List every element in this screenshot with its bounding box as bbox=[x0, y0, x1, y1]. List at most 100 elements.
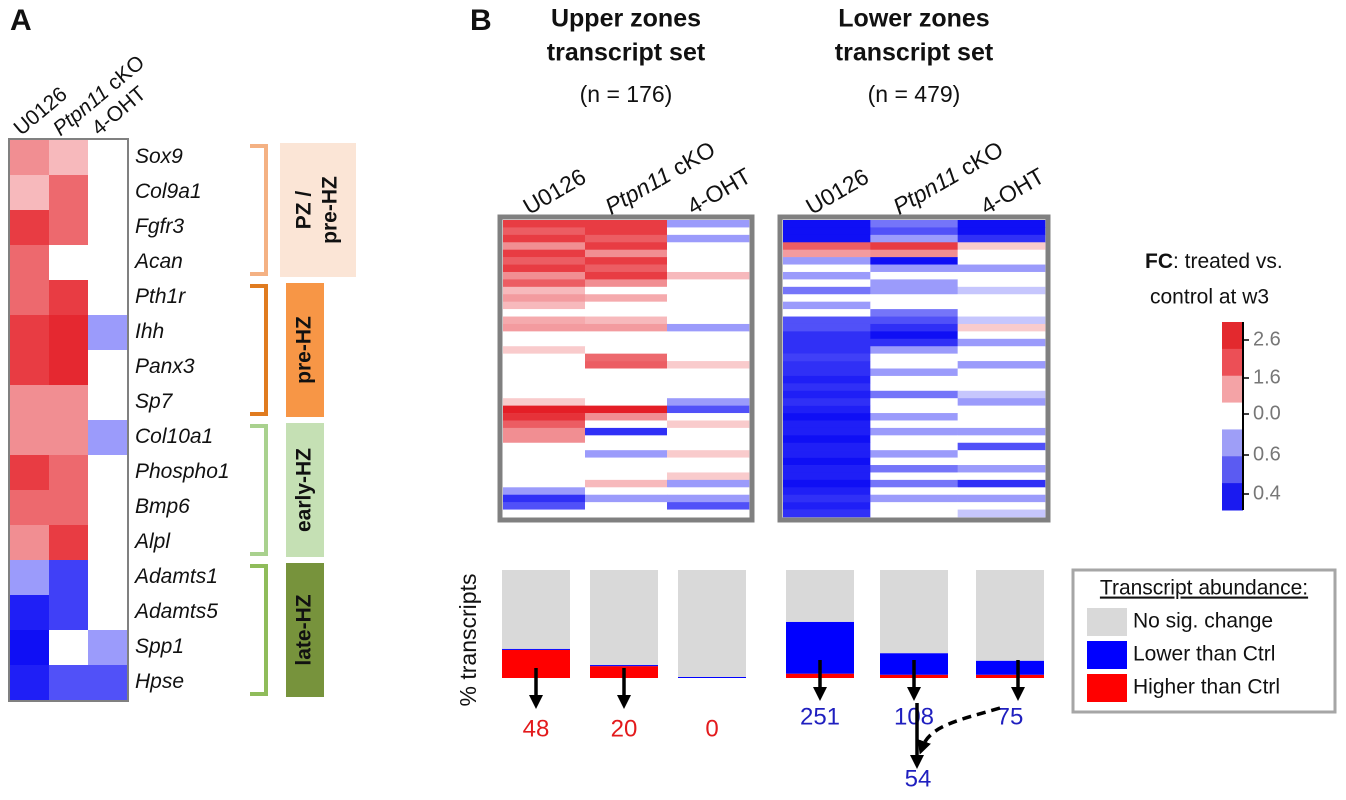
heatmap-cell bbox=[585, 435, 668, 444]
row-label: Acan bbox=[133, 250, 183, 273]
colorbar-title-bold: FC bbox=[1145, 250, 1173, 273]
heatmap-cell bbox=[870, 427, 958, 436]
heatmap-cell bbox=[783, 383, 871, 392]
heatmap-cell bbox=[667, 465, 750, 473]
heatmap-cell bbox=[783, 457, 871, 466]
heatmap-cell bbox=[503, 286, 586, 295]
heatmap-cell bbox=[870, 309, 958, 317]
heatmap-cell bbox=[783, 494, 871, 503]
heatmap-cell bbox=[49, 315, 89, 351]
heatmap-cell bbox=[88, 315, 128, 351]
group-label: pre-HZ bbox=[319, 176, 342, 244]
heatmap-cell bbox=[585, 249, 668, 258]
heatmap-cell bbox=[503, 271, 586, 280]
colorbar-step bbox=[1222, 456, 1243, 484]
panel-label: B bbox=[470, 4, 492, 37]
heatmap-cell bbox=[870, 353, 958, 362]
heatmap-cell bbox=[503, 487, 586, 496]
heatmap-cell bbox=[783, 413, 871, 421]
heatmap-cell bbox=[585, 234, 668, 243]
heatmap-cell bbox=[957, 405, 1046, 414]
row-label: Hpse bbox=[135, 670, 184, 693]
heatmap-cell bbox=[10, 630, 50, 666]
heatmap-cell bbox=[870, 361, 958, 369]
heatmap-cell bbox=[957, 502, 1046, 510]
heatmap-cell bbox=[503, 279, 586, 288]
heatmap-cell bbox=[585, 331, 668, 340]
heatmap-cell bbox=[503, 301, 586, 310]
heatmap-cell bbox=[88, 665, 128, 701]
heatmap-cell bbox=[783, 479, 871, 488]
heatmap-cell bbox=[783, 427, 871, 436]
heatmap-cell bbox=[585, 271, 668, 280]
heatmap-cell bbox=[667, 294, 750, 302]
heatmap-cell bbox=[503, 264, 586, 273]
legend-swatch bbox=[1087, 674, 1127, 702]
heatmap-cell bbox=[585, 279, 668, 288]
heatmap-cell bbox=[10, 665, 50, 701]
heatmap-cell bbox=[10, 245, 50, 281]
heatmap-cell bbox=[783, 257, 871, 265]
heatmap-cell bbox=[585, 346, 668, 354]
heatmap-cell bbox=[957, 338, 1046, 347]
heatmap-cell bbox=[88, 210, 128, 246]
heatmap-cell bbox=[870, 398, 958, 406]
panel-label: A bbox=[10, 4, 32, 37]
group-bracket bbox=[250, 564, 268, 696]
heatmap-cell bbox=[49, 490, 89, 526]
heatmap-cell bbox=[667, 479, 750, 488]
heatmap-cell bbox=[870, 405, 958, 414]
heatmap-cell bbox=[783, 220, 871, 228]
heatmap-cell bbox=[503, 502, 586, 510]
heatmap-cell bbox=[957, 249, 1046, 258]
heatmap-cell bbox=[585, 390, 668, 399]
heatmap-cell bbox=[88, 350, 128, 386]
heatmap-cell bbox=[503, 346, 586, 354]
heatmap-cell bbox=[667, 353, 750, 362]
heatmap-cell bbox=[957, 487, 1046, 496]
heatmap-cell bbox=[503, 435, 586, 444]
count-label: 48 bbox=[523, 715, 550, 742]
colorbar-title-line2: control at w3 bbox=[1150, 286, 1269, 309]
heatmap-cell bbox=[503, 494, 586, 503]
group-bracket bbox=[250, 144, 268, 276]
heatmap-frame bbox=[8, 138, 129, 702]
heatmap-cell bbox=[88, 420, 128, 456]
heatmap-cell bbox=[88, 280, 128, 316]
count-label: 108 bbox=[894, 703, 934, 730]
heatmap-cell bbox=[870, 294, 958, 302]
heatmap-cell bbox=[783, 309, 871, 317]
row-label: Bmp6 bbox=[135, 495, 190, 518]
heatmap-cell bbox=[667, 361, 750, 369]
group-box bbox=[286, 423, 324, 557]
row-label: Adamts5 bbox=[133, 600, 218, 623]
colorbar-step bbox=[1222, 322, 1243, 350]
bar-segment bbox=[502, 648, 570, 650]
heatmap-cell bbox=[585, 427, 668, 436]
heatmap-cell bbox=[667, 375, 750, 384]
heatmap-cell bbox=[870, 249, 958, 258]
heatmap-cell bbox=[957, 257, 1046, 265]
heatmap-cell bbox=[503, 234, 586, 243]
colorbar-step bbox=[1222, 375, 1243, 404]
heatmap-cell bbox=[10, 140, 50, 176]
heatmap-cell bbox=[957, 494, 1046, 503]
heatmap-cell bbox=[585, 257, 668, 265]
heatmap-cell bbox=[870, 494, 958, 503]
heatmap-cell bbox=[957, 286, 1046, 295]
row-label: Col9a1 bbox=[135, 180, 202, 203]
heatmap-cell bbox=[585, 383, 668, 392]
bar-segment bbox=[976, 674, 1044, 678]
bar-segment bbox=[590, 665, 658, 667]
colorbar-tick-label: 1.6 bbox=[1253, 366, 1281, 388]
heatmap-cell bbox=[503, 465, 586, 473]
heatmap-cell bbox=[585, 353, 668, 362]
heatmap-cell bbox=[667, 331, 750, 340]
heatmap-cell bbox=[585, 323, 668, 332]
heatmap-cell bbox=[503, 227, 586, 236]
count-label: 20 bbox=[611, 715, 638, 742]
heatmap-cell bbox=[870, 442, 958, 451]
heatmap-cell bbox=[957, 301, 1046, 310]
colorbar-title-rest: : treated vs. bbox=[1173, 250, 1283, 273]
